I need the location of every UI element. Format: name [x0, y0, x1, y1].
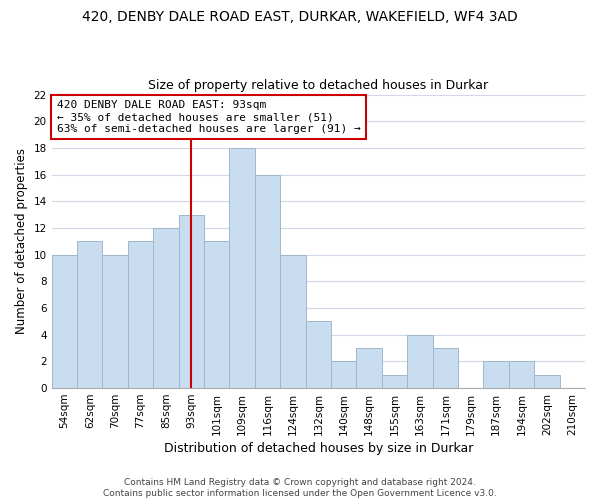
- Bar: [407, 334, 433, 388]
- Y-axis label: Number of detached properties: Number of detached properties: [15, 148, 28, 334]
- Bar: [103, 254, 128, 388]
- Bar: [534, 374, 560, 388]
- Bar: [229, 148, 255, 388]
- Text: Contains HM Land Registry data © Crown copyright and database right 2024.
Contai: Contains HM Land Registry data © Crown c…: [103, 478, 497, 498]
- Bar: [509, 362, 534, 388]
- Bar: [153, 228, 179, 388]
- Text: 420 DENBY DALE ROAD EAST: 93sqm
← 35% of detached houses are smaller (51)
63% of: 420 DENBY DALE ROAD EAST: 93sqm ← 35% of…: [57, 100, 361, 134]
- Bar: [280, 254, 305, 388]
- Bar: [433, 348, 458, 388]
- Bar: [128, 242, 153, 388]
- X-axis label: Distribution of detached houses by size in Durkar: Distribution of detached houses by size …: [164, 442, 473, 455]
- Bar: [179, 214, 204, 388]
- Title: Size of property relative to detached houses in Durkar: Size of property relative to detached ho…: [148, 79, 488, 92]
- Bar: [255, 174, 280, 388]
- Bar: [382, 374, 407, 388]
- Text: 420, DENBY DALE ROAD EAST, DURKAR, WAKEFIELD, WF4 3AD: 420, DENBY DALE ROAD EAST, DURKAR, WAKEF…: [82, 10, 518, 24]
- Bar: [77, 242, 103, 388]
- Bar: [331, 362, 356, 388]
- Bar: [305, 322, 331, 388]
- Bar: [356, 348, 382, 388]
- Bar: [484, 362, 509, 388]
- Bar: [52, 254, 77, 388]
- Bar: [204, 242, 229, 388]
